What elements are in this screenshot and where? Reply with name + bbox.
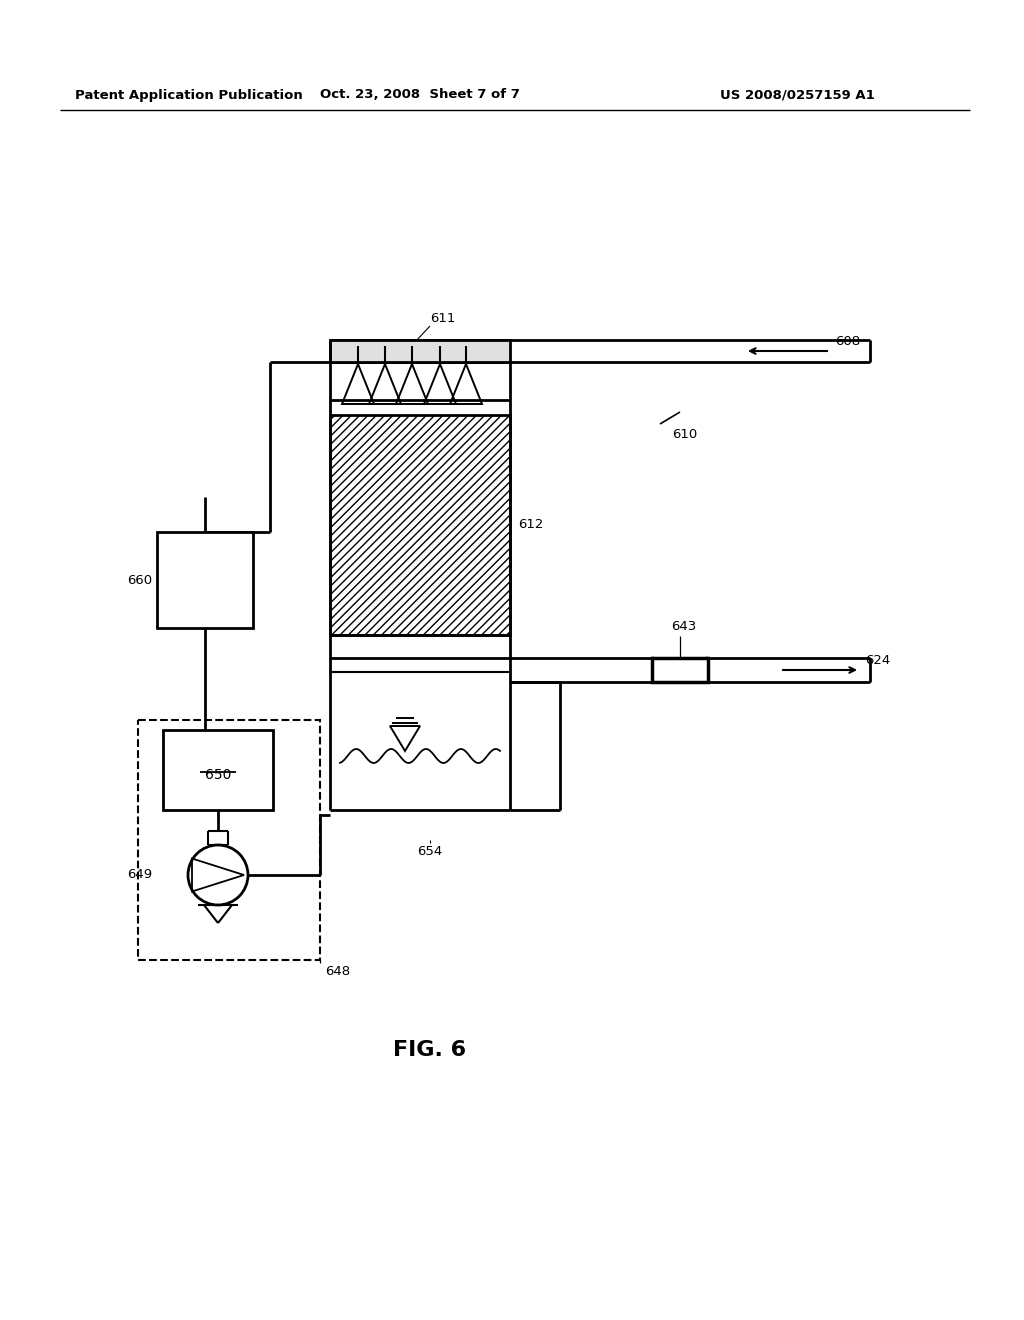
Text: 649: 649 <box>127 869 152 882</box>
Bar <box>163 730 273 810</box>
Text: 650: 650 <box>205 768 231 781</box>
Text: FIG. 6: FIG. 6 <box>393 1040 467 1060</box>
Bar <box>330 414 510 635</box>
Bar <box>138 719 319 960</box>
Text: 624: 624 <box>865 653 890 667</box>
Text: US 2008/0257159 A1: US 2008/0257159 A1 <box>720 88 874 102</box>
Text: Patent Application Publication: Patent Application Publication <box>75 88 303 102</box>
Text: 654: 654 <box>418 845 442 858</box>
Bar <box>652 657 708 682</box>
Text: 643: 643 <box>672 620 696 634</box>
Text: 611: 611 <box>430 312 456 325</box>
Text: 608: 608 <box>835 335 860 348</box>
Text: 610: 610 <box>672 428 697 441</box>
Text: Oct. 23, 2008  Sheet 7 of 7: Oct. 23, 2008 Sheet 7 of 7 <box>321 88 520 102</box>
Bar <box>157 532 253 628</box>
Text: 612: 612 <box>518 519 544 532</box>
Text: 648: 648 <box>325 965 350 978</box>
Bar <box>330 341 510 362</box>
Text: 660: 660 <box>127 573 152 586</box>
